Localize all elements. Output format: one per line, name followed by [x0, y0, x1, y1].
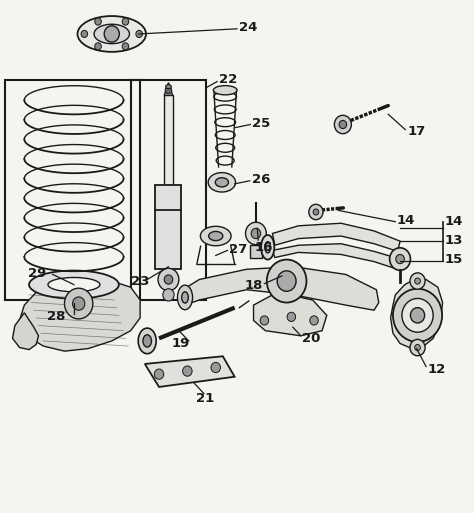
Text: 16: 16	[255, 241, 273, 254]
Polygon shape	[182, 267, 379, 310]
Circle shape	[251, 228, 261, 239]
Ellipse shape	[177, 285, 192, 310]
Circle shape	[313, 209, 319, 215]
Polygon shape	[273, 244, 400, 269]
Circle shape	[277, 271, 296, 291]
Circle shape	[339, 121, 346, 129]
Ellipse shape	[29, 270, 119, 299]
Circle shape	[95, 18, 101, 25]
Circle shape	[310, 316, 318, 325]
Circle shape	[155, 369, 164, 379]
Circle shape	[163, 289, 174, 301]
Circle shape	[415, 278, 420, 284]
Circle shape	[410, 273, 425, 289]
Ellipse shape	[208, 172, 236, 192]
Circle shape	[287, 312, 296, 322]
Ellipse shape	[48, 278, 100, 292]
Text: 14: 14	[445, 215, 463, 228]
Circle shape	[309, 204, 323, 220]
Text: 29: 29	[28, 267, 46, 280]
Polygon shape	[391, 280, 443, 349]
Polygon shape	[145, 356, 235, 387]
Ellipse shape	[138, 328, 156, 353]
Text: 14: 14	[397, 214, 415, 227]
Circle shape	[182, 366, 192, 376]
Circle shape	[164, 275, 173, 284]
Text: 23: 23	[131, 274, 149, 288]
Text: 21: 21	[196, 392, 215, 405]
Circle shape	[158, 268, 179, 291]
Circle shape	[390, 248, 410, 270]
Ellipse shape	[265, 242, 271, 253]
Ellipse shape	[201, 226, 231, 246]
Circle shape	[410, 308, 425, 323]
Circle shape	[393, 289, 442, 342]
Ellipse shape	[215, 177, 228, 187]
Circle shape	[267, 260, 307, 303]
Circle shape	[410, 340, 425, 356]
Circle shape	[136, 30, 143, 37]
Text: 19: 19	[172, 337, 190, 350]
Text: 22: 22	[219, 73, 237, 87]
Circle shape	[211, 362, 220, 372]
Circle shape	[81, 30, 88, 37]
Bar	[164, 95, 173, 195]
Text: 20: 20	[302, 332, 320, 345]
Ellipse shape	[261, 235, 274, 260]
Circle shape	[260, 316, 269, 325]
Text: 28: 28	[47, 310, 65, 323]
Circle shape	[104, 26, 119, 42]
Ellipse shape	[77, 16, 146, 52]
Ellipse shape	[143, 335, 152, 347]
Text: 27: 27	[229, 243, 247, 256]
Text: 12: 12	[428, 363, 446, 376]
Polygon shape	[254, 292, 327, 336]
Polygon shape	[12, 313, 38, 350]
Circle shape	[73, 297, 85, 310]
Circle shape	[396, 254, 404, 264]
Ellipse shape	[182, 292, 188, 303]
Circle shape	[64, 288, 93, 319]
Polygon shape	[164, 83, 173, 95]
Text: 25: 25	[252, 117, 270, 130]
Polygon shape	[18, 277, 140, 351]
Bar	[5, 80, 140, 300]
Ellipse shape	[213, 86, 237, 95]
Bar	[250, 245, 262, 258]
Bar	[155, 185, 182, 269]
Text: 26: 26	[252, 173, 270, 186]
Circle shape	[122, 18, 129, 25]
Ellipse shape	[209, 231, 223, 241]
Circle shape	[334, 115, 351, 134]
Bar	[131, 80, 206, 300]
Text: 24: 24	[239, 22, 258, 34]
Circle shape	[402, 299, 433, 332]
Text: 13: 13	[445, 233, 463, 247]
Circle shape	[415, 345, 420, 351]
Polygon shape	[273, 223, 400, 251]
Text: 17: 17	[407, 125, 425, 137]
Circle shape	[122, 43, 129, 50]
Text: 18: 18	[245, 279, 263, 292]
Circle shape	[95, 43, 101, 50]
Text: 15: 15	[445, 252, 463, 266]
Circle shape	[246, 222, 266, 245]
Circle shape	[165, 87, 172, 94]
Ellipse shape	[165, 85, 171, 89]
Ellipse shape	[94, 24, 129, 44]
